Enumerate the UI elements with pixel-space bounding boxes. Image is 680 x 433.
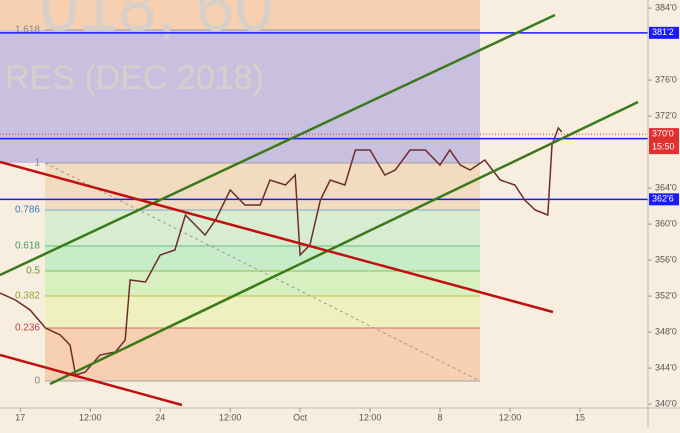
x-tick-label: 24 xyxy=(155,412,165,422)
x-tick-label: 12:00 xyxy=(219,412,242,422)
fib-band xyxy=(45,245,480,271)
y-tick-label: 376'0 xyxy=(655,74,677,84)
y-tick-label: 364'0 xyxy=(655,182,677,192)
trend-line xyxy=(0,160,554,314)
countdown: 15:50 xyxy=(652,141,675,151)
x-tick-label: 8 xyxy=(438,412,443,422)
fib-label: 1.618 xyxy=(15,25,40,36)
price-tag xyxy=(649,128,679,155)
x-tick-label: Oct xyxy=(293,412,308,422)
fib-band xyxy=(0,29,480,163)
fib-band xyxy=(45,162,480,210)
y-tick-label: 352'0 xyxy=(655,290,677,300)
fib-band xyxy=(45,296,480,328)
top-band xyxy=(0,0,480,30)
trend-line xyxy=(49,100,639,386)
watermark: RES (DEC 2018) xyxy=(5,59,264,97)
y-tick-label: 348'0 xyxy=(655,326,677,336)
x-tick-label: 12:00 xyxy=(359,412,382,422)
fib-label: 1 xyxy=(34,158,40,169)
fib-band xyxy=(45,270,480,297)
level-tag xyxy=(649,193,679,206)
price-label: 370'0 xyxy=(652,128,674,138)
x-tick-label: 12:00 xyxy=(79,412,102,422)
y-tick-label: 372'0 xyxy=(655,110,677,120)
fib-label: 0.786 xyxy=(15,205,40,216)
y-tick-label: 344'0 xyxy=(655,362,677,372)
y-tick-label: 360'0 xyxy=(655,218,677,228)
fib-label: 0.5 xyxy=(26,266,40,277)
fib-label: 0.236 xyxy=(15,323,40,334)
x-tick-label: 15 xyxy=(575,412,585,422)
y-tick-label: 356'0 xyxy=(655,254,677,264)
trend-line xyxy=(0,353,183,407)
level-label: 362'6 xyxy=(652,194,674,204)
fib-band xyxy=(45,327,480,381)
watermark: 018, 60 xyxy=(40,0,274,45)
fib-label: 0.382 xyxy=(15,291,40,302)
y-tick-label: 384'0 xyxy=(655,2,677,12)
level-tag xyxy=(649,26,679,39)
y-tick-label: 340'0 xyxy=(655,398,677,408)
x-tick-label: 12:00 xyxy=(499,412,522,422)
fib-band xyxy=(45,209,480,246)
level-label: 381'2 xyxy=(652,27,674,37)
trend-line xyxy=(0,13,556,277)
x-tick-label: 17 xyxy=(15,412,25,422)
fib-label: 0 xyxy=(34,376,40,387)
price-line xyxy=(0,126,563,376)
fib-label: 0.618 xyxy=(15,241,40,252)
